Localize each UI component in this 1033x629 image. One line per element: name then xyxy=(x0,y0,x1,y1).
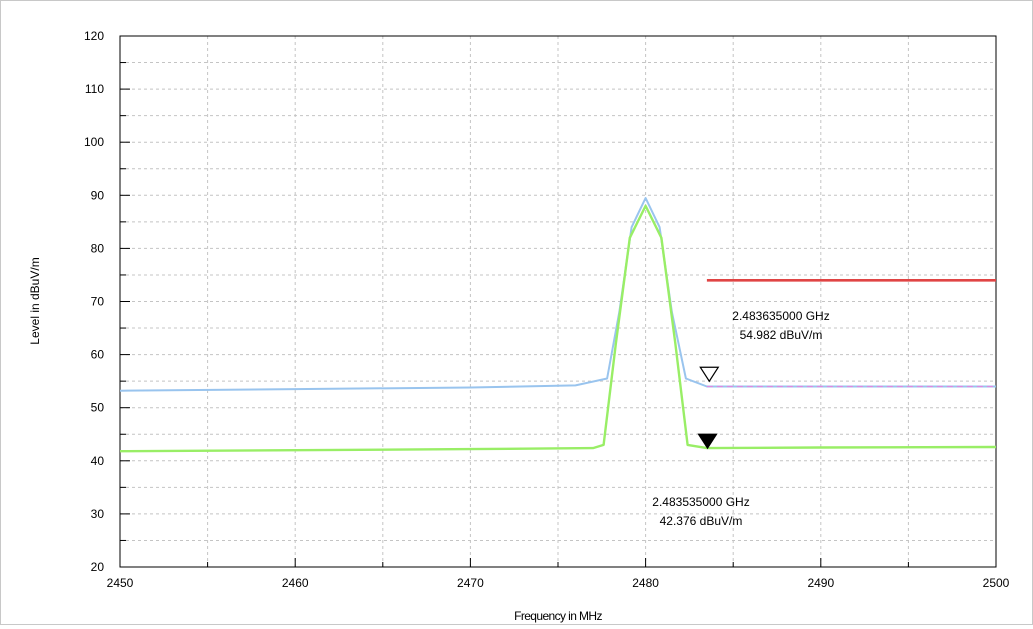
average-marker xyxy=(697,433,718,450)
y-tick-label: 20 xyxy=(91,560,105,574)
marker2-level-label: 42.376 dBuV/m xyxy=(660,514,743,528)
x-tick-label: 2450 xyxy=(107,576,134,590)
y-tick-label: 110 xyxy=(85,82,104,96)
y-tick-label: 100 xyxy=(84,135,104,149)
x-tick-label: 2460 xyxy=(282,576,309,590)
markers-group xyxy=(697,366,720,450)
grid xyxy=(120,36,996,567)
y-tick-label: 90 xyxy=(91,188,105,202)
peak-trace xyxy=(119,197,996,392)
y-tick-labels: 20 30 40 50 60 70 80 90 100 110 120 xyxy=(84,29,104,574)
y-tick-label: 30 xyxy=(91,507,105,521)
series-group xyxy=(119,197,997,453)
marker1-level-label: 54.982 dBuV/m xyxy=(740,328,823,342)
y-tick-label: 70 xyxy=(91,295,105,309)
peak-marker xyxy=(699,366,720,383)
average-trace xyxy=(119,204,997,453)
x-tick-label: 2480 xyxy=(632,576,659,590)
y-tick-label: 50 xyxy=(91,401,105,415)
x-axis-title: Frequency in MHz xyxy=(514,609,602,623)
y-tick-label: 80 xyxy=(91,241,105,255)
x-tick-label: 2500 xyxy=(983,576,1010,590)
axis-ticks xyxy=(119,35,997,568)
y-tick-label: 60 xyxy=(91,348,105,362)
x-tick-labels: 2450 2460 2470 2480 2490 2500 xyxy=(107,576,1010,590)
marker2-freq-label: 2.483535000 GHz xyxy=(652,495,749,509)
y-tick-label: 120 xyxy=(84,29,104,43)
y-tick-label: 40 xyxy=(91,454,105,468)
x-tick-label: 2490 xyxy=(807,576,834,590)
x-tick-label: 2470 xyxy=(457,576,484,590)
y-axis-title: Level in dBuV/m xyxy=(28,257,42,344)
marker1-freq-label: 2.483635000 GHz xyxy=(732,309,829,323)
